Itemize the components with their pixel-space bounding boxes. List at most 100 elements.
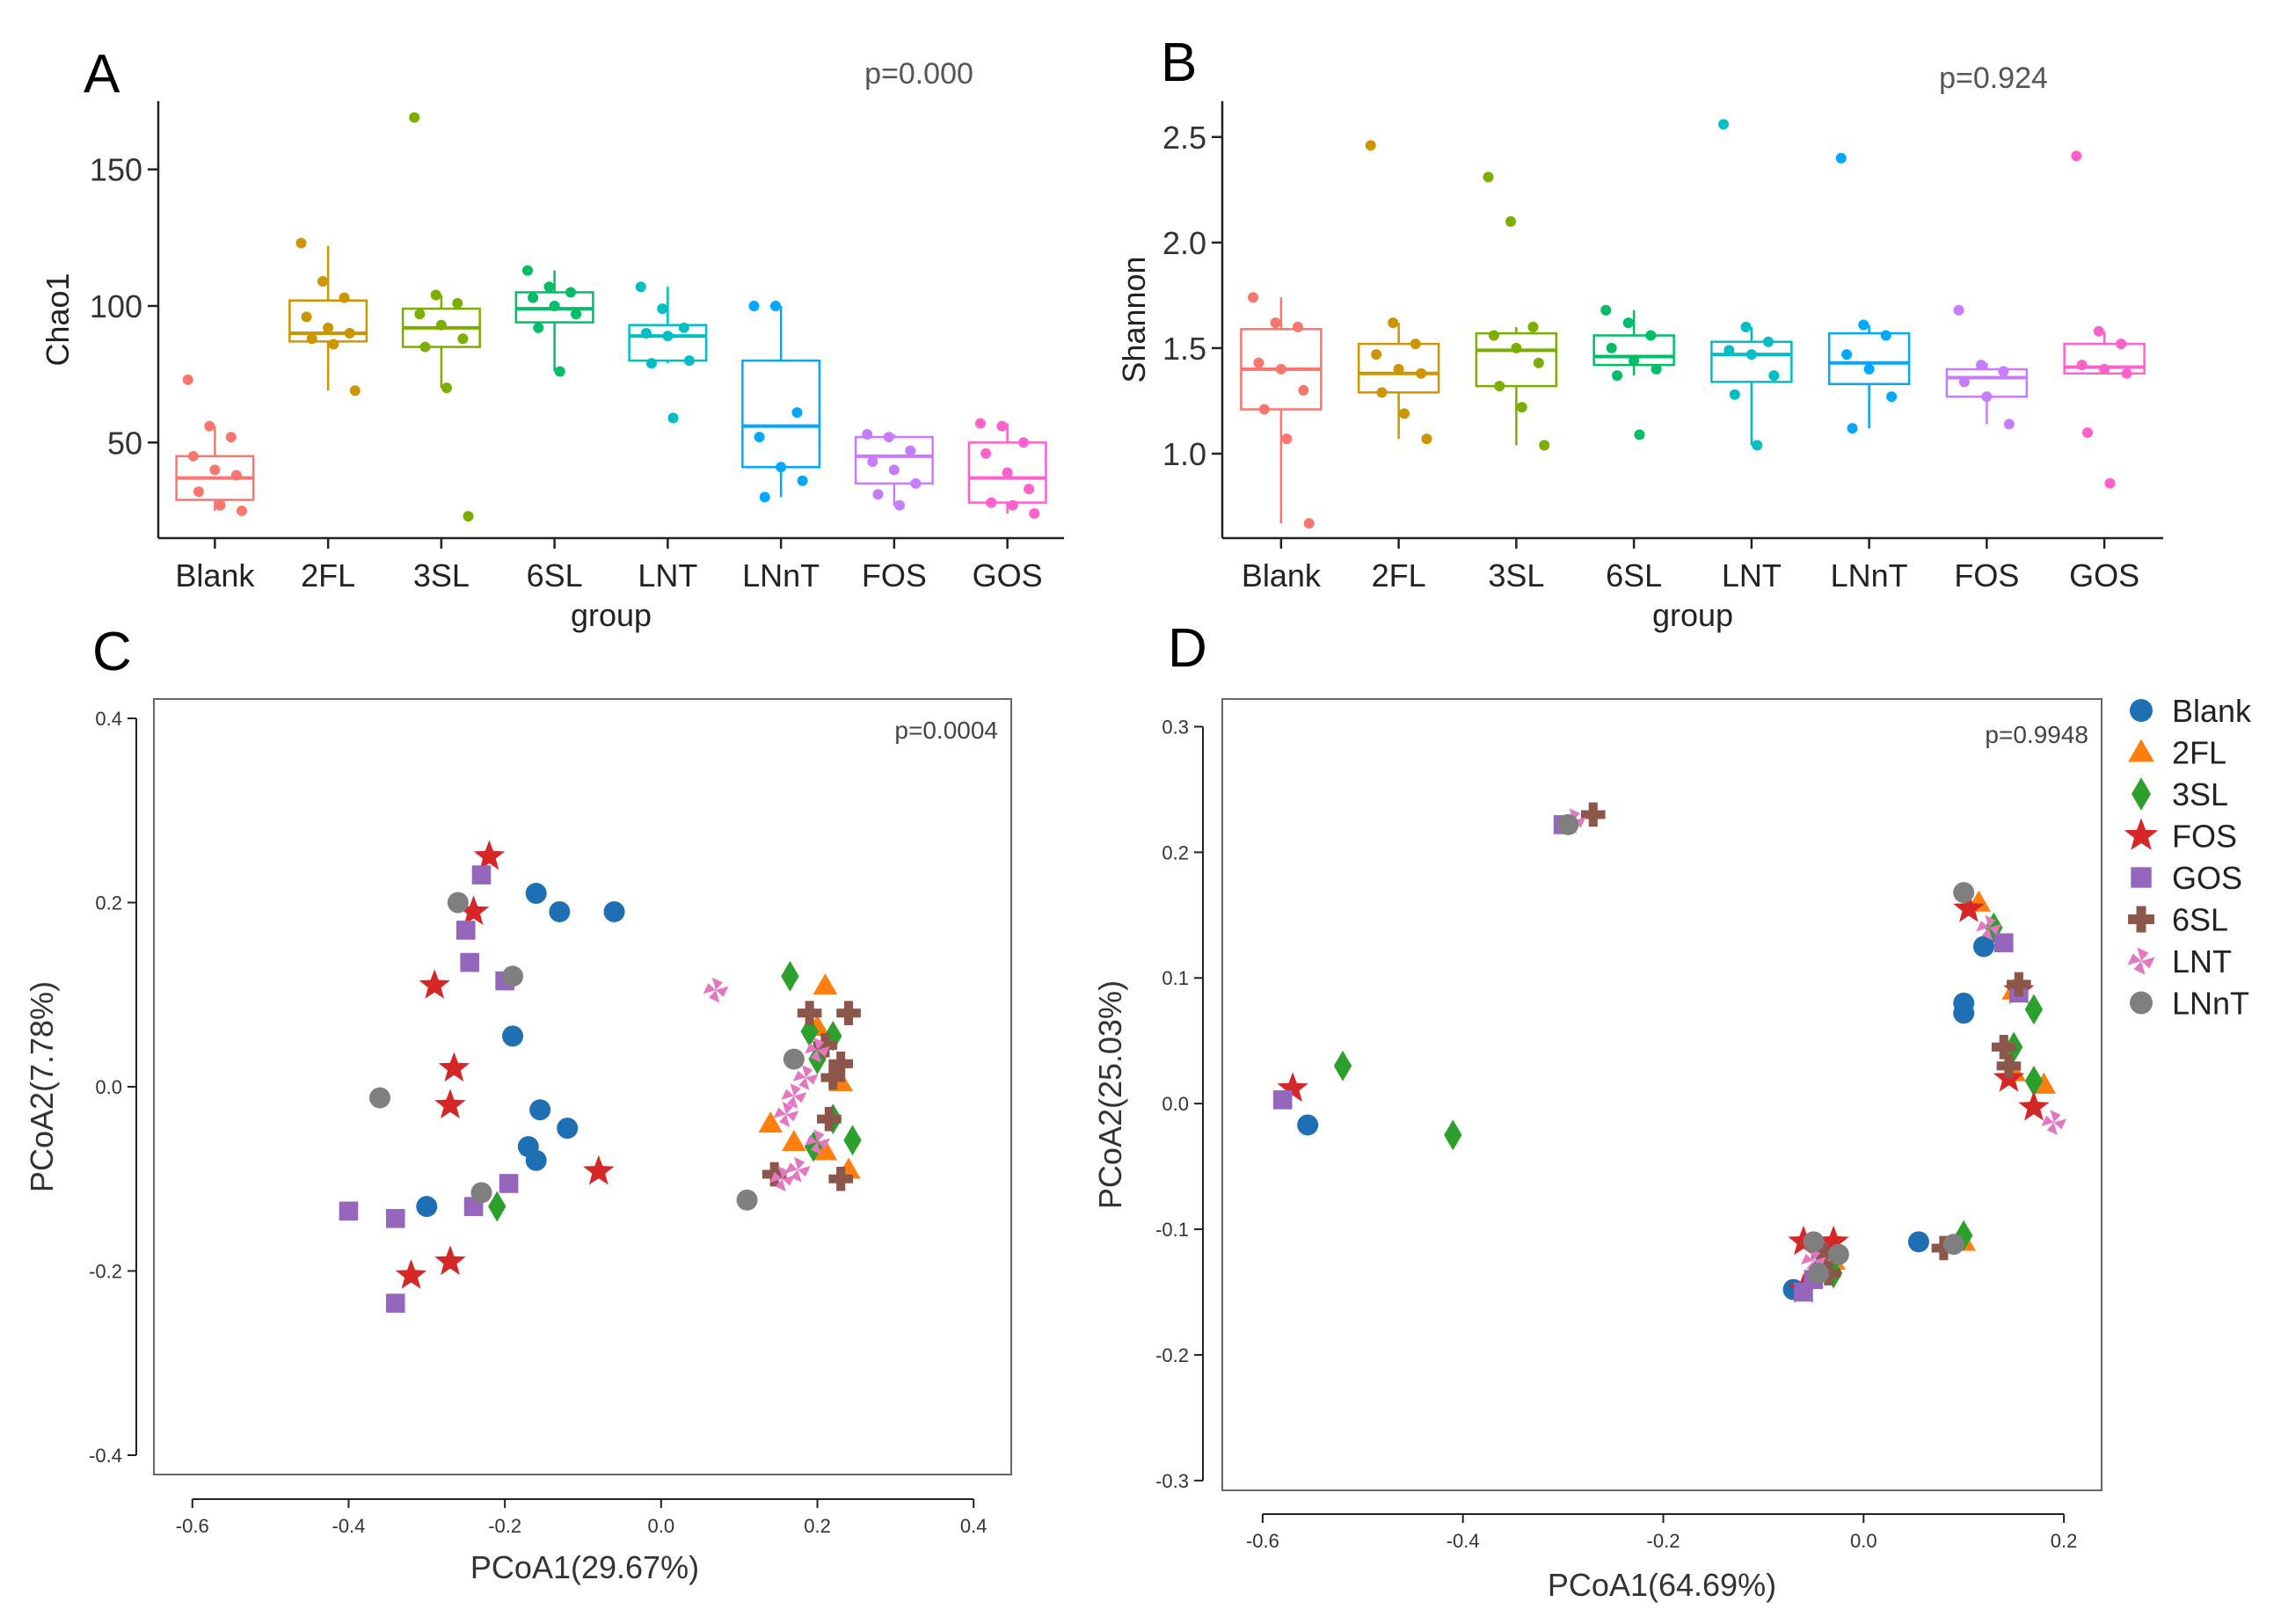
data-point — [1376, 387, 1388, 398]
data-point — [1729, 389, 1740, 400]
data-point — [1880, 330, 1891, 341]
data-point — [1645, 330, 1657, 341]
y-tick-label: 100 — [90, 288, 142, 324]
legend-marker-2fl — [2128, 739, 2154, 762]
point-6sl — [1580, 802, 1606, 827]
y-tick-label: -0.2 — [1155, 1344, 1189, 1366]
x-tick-label: Blank — [175, 557, 255, 594]
legend-marker-blank — [2130, 699, 2153, 722]
data-point — [1600, 304, 1612, 316]
data-point — [533, 322, 544, 333]
x-axis-label: group — [1652, 597, 1733, 633]
data-point — [1651, 363, 1662, 375]
chart-a: 50 100 150 Blank 2FL 3SL 6SL LNT LNnT FOS GOS Chao1… — [40, 57, 1064, 633]
point-blank — [1972, 936, 1994, 958]
point-lnnt — [736, 1189, 758, 1211]
data-point — [1835, 152, 1847, 164]
data-point — [1275, 363, 1286, 375]
legend: Blank 2FL 3SL FOS GOS 6SL LNT LNnT — [2124, 693, 2252, 1022]
point-lnt — [2041, 1110, 2067, 1135]
y-axis-label: PCoA2(25.03%) — [1092, 980, 1128, 1209]
y-tick-label: 0.0 — [1162, 1093, 1189, 1115]
data-point — [2076, 360, 2088, 371]
data-point — [323, 322, 334, 333]
y-tick-label: 1.0 — [1162, 436, 1206, 472]
point-3sl — [800, 1016, 819, 1047]
x-tick-label: -0.2 — [1647, 1530, 1680, 1552]
p-value-annotation: p=0.924 — [1939, 62, 2048, 95]
data-point — [1393, 363, 1404, 375]
chart-c: -0.4 -0.2 0.0 0.2 0.4 -0.6 -0.4 -0.2 0.0 0.2 0.4 PC… — [24, 698, 1012, 1585]
data-point — [1029, 508, 1040, 520]
data-point — [1281, 433, 1293, 445]
data-point — [1002, 467, 1013, 478]
data-point — [1516, 402, 1527, 413]
data-point — [754, 432, 765, 443]
x-tick-label: -0.4 — [332, 1515, 366, 1537]
data-point — [187, 450, 199, 462]
data-point — [1410, 339, 1421, 350]
point-lnnt — [1827, 1243, 1849, 1265]
data-point — [1740, 321, 1752, 332]
point-lnnt — [1953, 882, 1975, 904]
point-lnnt — [783, 1048, 805, 1070]
point-gos — [385, 1293, 405, 1313]
point-gos — [339, 1201, 359, 1221]
data-point — [209, 464, 221, 476]
data-point — [409, 112, 420, 123]
x-axis-label: group — [571, 597, 652, 633]
point-lnt — [703, 977, 729, 1003]
point-blank — [557, 1118, 579, 1140]
x-tick-label: -0.2 — [488, 1515, 521, 1537]
point-lnnt — [470, 1182, 492, 1204]
data-point — [441, 382, 453, 394]
data-point — [1248, 292, 1259, 303]
legend-label-lnnt: LNnT — [2172, 986, 2249, 1022]
point-fos — [419, 969, 450, 999]
point-6sl — [813, 1033, 838, 1058]
legend-marker-lnnt — [2130, 991, 2153, 1015]
box — [628, 324, 708, 362]
point-fos — [438, 1052, 470, 1082]
data-point — [2104, 477, 2116, 489]
data-point — [430, 289, 441, 301]
data-point — [1768, 370, 1780, 382]
legend-label-lnt: LNT — [2172, 943, 2232, 979]
x-tick-label: 0.2 — [804, 1515, 831, 1537]
point-6sl — [828, 1166, 853, 1191]
point-lnt — [773, 1102, 799, 1127]
data-point — [463, 511, 474, 522]
point-2fl — [782, 1130, 806, 1152]
y-tick-label: 0.2 — [95, 892, 122, 914]
data-point — [452, 297, 463, 309]
point-6sl — [2007, 972, 2031, 997]
data-point — [1416, 368, 1427, 379]
point-6sl — [1931, 1235, 1957, 1261]
data-point — [1762, 336, 1774, 347]
data-point — [1533, 357, 1544, 368]
point-6sl — [1811, 1242, 1836, 1267]
point-gos — [471, 865, 492, 885]
legend-label-2fl: 2FL — [2172, 735, 2226, 771]
point-2fl — [758, 1111, 783, 1133]
y-axis-label: Shannon — [1116, 256, 1152, 382]
point-6sl — [797, 1001, 822, 1025]
y-tick-label: -0.2 — [89, 1261, 122, 1283]
data-point — [1629, 355, 1640, 367]
point-lnt — [805, 1037, 830, 1063]
data-point — [521, 265, 533, 276]
point-3sl — [824, 1020, 842, 1052]
point-lnnt — [1803, 1231, 1825, 1253]
x-tick-label: 6SL — [527, 557, 583, 594]
data-point — [662, 331, 674, 342]
legend-label-gos: GOS — [2172, 860, 2242, 896]
data-point — [1371, 349, 1382, 360]
point-lnnt — [1942, 1234, 1964, 1256]
data-point — [419, 341, 431, 353]
data-point — [225, 432, 237, 443]
x-tick-label: 0.0 — [648, 1515, 675, 1537]
point-blank — [603, 900, 625, 922]
point-fos — [2018, 1090, 2050, 1121]
point-fos — [1277, 1072, 1308, 1102]
